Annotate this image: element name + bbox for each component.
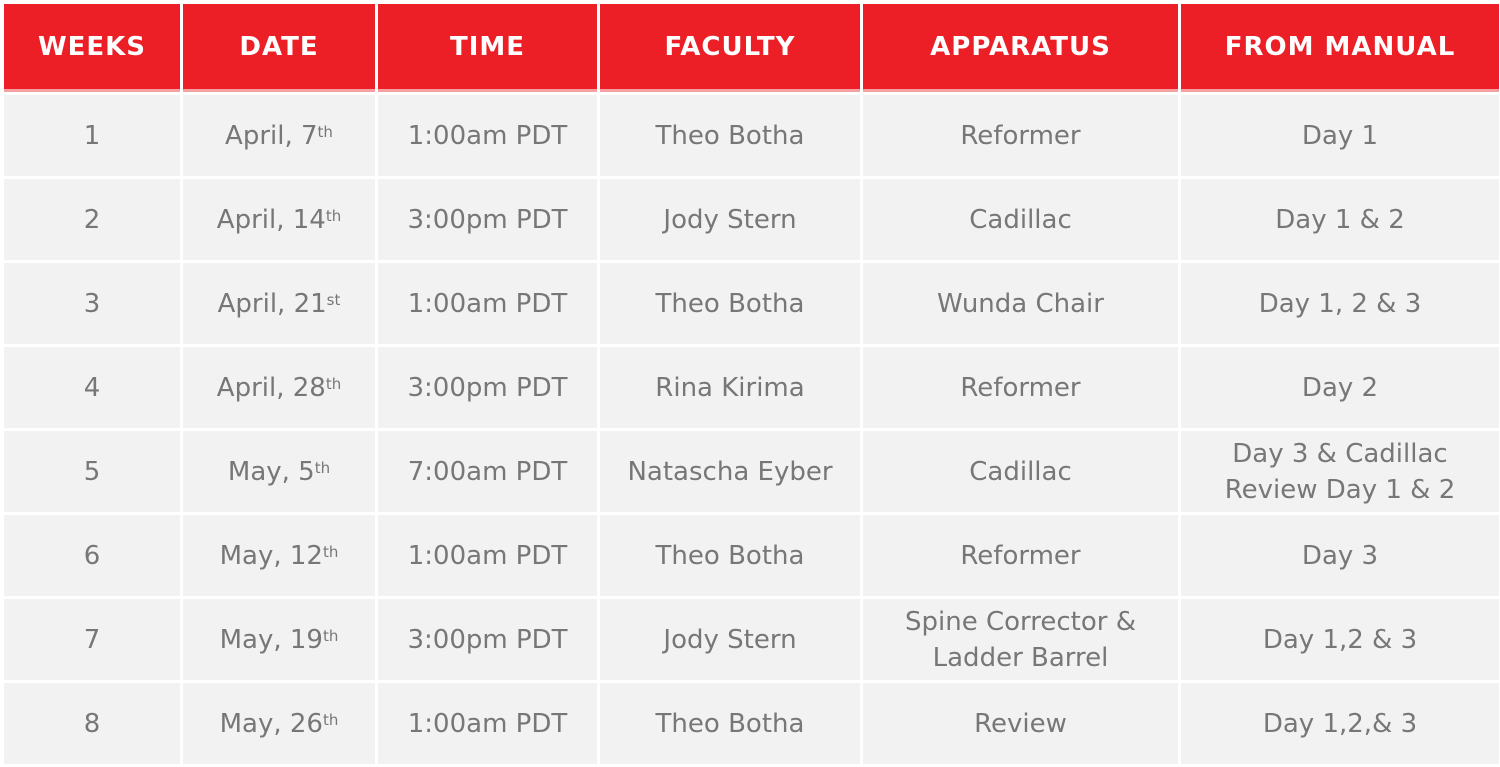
apparatus-cell: Wunda Chair — [863, 263, 1178, 344]
manual-line: Day 1 — [1301, 120, 1379, 151]
apparatus-line: Spine Corrector & — [904, 606, 1136, 637]
week-cell: 8 — [4, 683, 180, 764]
faculty-cell: Theo Botha — [600, 515, 860, 596]
week-cell: 6 — [4, 515, 180, 596]
apparatus-cell: Review — [863, 683, 1178, 764]
faculty-cell: Theo Botha — [600, 263, 860, 344]
column-header: WEEKS — [4, 4, 180, 92]
faculty-cell: Theo Botha — [600, 95, 860, 176]
date-text: May, 5 — [227, 456, 315, 487]
date-text: April, 28 — [216, 372, 326, 403]
apparatus-line: Wunda Chair — [937, 288, 1104, 319]
time-cell: 7:00am PDT — [378, 431, 597, 512]
date-text: May, 19 — [219, 624, 323, 655]
manual-cell: Day 1,2 & 3 — [1181, 599, 1499, 680]
faculty-cell: Rina Kirima — [600, 347, 860, 428]
apparatus-line: Reformer — [960, 372, 1081, 403]
table-row: 6 May, 12th 1:00am PDT Theo Botha Reformer Da… — [4, 515, 1499, 596]
manual-cell: Day 1 & 2 — [1181, 179, 1499, 260]
week-cell: 3 — [4, 263, 180, 344]
column-header: FACULTY — [600, 4, 860, 92]
date-suffix: st — [326, 290, 341, 309]
week-cell: 2 — [4, 179, 180, 260]
column-header: FROM MANUAL — [1181, 4, 1499, 92]
time-cell: 1:00am PDT — [378, 515, 597, 596]
manual-line: Day 3 — [1301, 540, 1379, 571]
date-cell: April, 7th — [183, 95, 375, 176]
manual-cell: Day 2 — [1181, 347, 1499, 428]
table-row: 8 May, 26th 1:00am PDT Theo Botha Review Day … — [4, 683, 1499, 764]
time-cell: 1:00am PDT — [378, 95, 597, 176]
date-suffix: th — [317, 122, 333, 141]
apparatus-line: Review — [974, 708, 1067, 739]
manual-line: Day 3 & Cadillac — [1232, 438, 1448, 469]
apparatus-cell: Cadillac — [863, 179, 1178, 260]
table-row: 1 April, 7th 1:00am PDT Theo Botha Reformer D… — [4, 95, 1499, 176]
table-row: 4 April, 28th 3:00pm PDT Rina Kirima Reforme… — [4, 347, 1499, 428]
manual-cell: Day 1,2,& 3 — [1181, 683, 1499, 764]
manual-line: Day 1 & 2 — [1275, 204, 1405, 235]
week-cell: 1 — [4, 95, 180, 176]
date-text: April, 14 — [216, 204, 326, 235]
date-cell: May, 19th — [183, 599, 375, 680]
date-cell: April, 28th — [183, 347, 375, 428]
manual-line: Day 2 — [1301, 372, 1379, 403]
date-suffix: th — [322, 626, 339, 645]
table-row: 3 April, 21st 1:00am PDT Theo Botha Wunda Ch… — [4, 263, 1499, 344]
apparatus-cell: Reformer — [863, 347, 1178, 428]
column-header: TIME — [378, 4, 597, 92]
apparatus-cell: Spine Corrector & Ladder Barrel — [863, 599, 1178, 680]
apparatus-line: Cadillac — [969, 204, 1072, 235]
time-cell: 3:00pm PDT — [378, 179, 597, 260]
table-row: 2 April, 14th 3:00pm PDT Jody Stern Cadillac… — [4, 179, 1499, 260]
date-cell: May, 12th — [183, 515, 375, 596]
table-row: 7 May, 19th 3:00pm PDT Jody Stern Spine Corr… — [4, 599, 1499, 680]
date-suffix: th — [314, 458, 331, 477]
apparatus-cell: Cadillac — [863, 431, 1178, 512]
time-cell: 3:00pm PDT — [378, 599, 597, 680]
header-row: WEEKS DATE TIME FACULTY APPARATUS FROM MANUAL — [4, 4, 1499, 92]
date-suffix: th — [325, 206, 342, 225]
faculty-cell: Theo Botha — [600, 683, 860, 764]
apparatus-line: Cadillac — [969, 456, 1072, 487]
week-cell: 4 — [4, 347, 180, 428]
date-suffix: th — [322, 710, 339, 729]
date-cell: May, 5th — [183, 431, 375, 512]
time-cell: 3:00pm PDT — [378, 347, 597, 428]
date-cell: April, 21st — [183, 263, 375, 344]
manual-line: Day 1, 2 & 3 — [1258, 288, 1422, 319]
apparatus-line: Reformer — [960, 540, 1081, 571]
week-cell: 5 — [4, 431, 180, 512]
manual-line: Day 1,2 & 3 — [1262, 624, 1418, 655]
time-cell: 1:00am PDT — [378, 263, 597, 344]
manual-line: Review Day 1 & 2 — [1224, 474, 1456, 505]
week-cell: 7 — [4, 599, 180, 680]
column-header: DATE — [183, 4, 375, 92]
date-text: May, 12 — [219, 540, 323, 571]
date-cell: April, 14th — [183, 179, 375, 260]
date-text: April, 7 — [225, 120, 318, 151]
manual-cell: Day 3 — [1181, 515, 1499, 596]
date-suffix: th — [325, 374, 342, 393]
apparatus-cell: Reformer — [863, 95, 1178, 176]
manual-cell: Day 3 & Cadillac Review Day 1 & 2 — [1181, 431, 1499, 512]
faculty-cell: Jody Stern — [600, 179, 860, 260]
faculty-cell: Natascha Eyber — [600, 431, 860, 512]
faculty-cell: Jody Stern — [600, 599, 860, 680]
manual-cell: Day 1 — [1181, 95, 1499, 176]
date-text: April, 21 — [217, 288, 327, 319]
date-cell: May, 26th — [183, 683, 375, 764]
apparatus-cell: Reformer — [863, 515, 1178, 596]
date-text: May, 26 — [219, 708, 323, 739]
apparatus-line: Reformer — [960, 120, 1081, 151]
column-header: APPARATUS — [863, 4, 1178, 92]
table-row: 5 May, 5th 7:00am PDT Natascha Eyber Cadilla… — [4, 431, 1499, 512]
manual-cell: Day 1, 2 & 3 — [1181, 263, 1499, 344]
date-suffix: th — [322, 542, 339, 561]
manual-line: Day 1,2,& 3 — [1262, 708, 1418, 739]
apparatus-line: Ladder Barrel — [932, 642, 1109, 673]
time-cell: 1:00am PDT — [378, 683, 597, 764]
